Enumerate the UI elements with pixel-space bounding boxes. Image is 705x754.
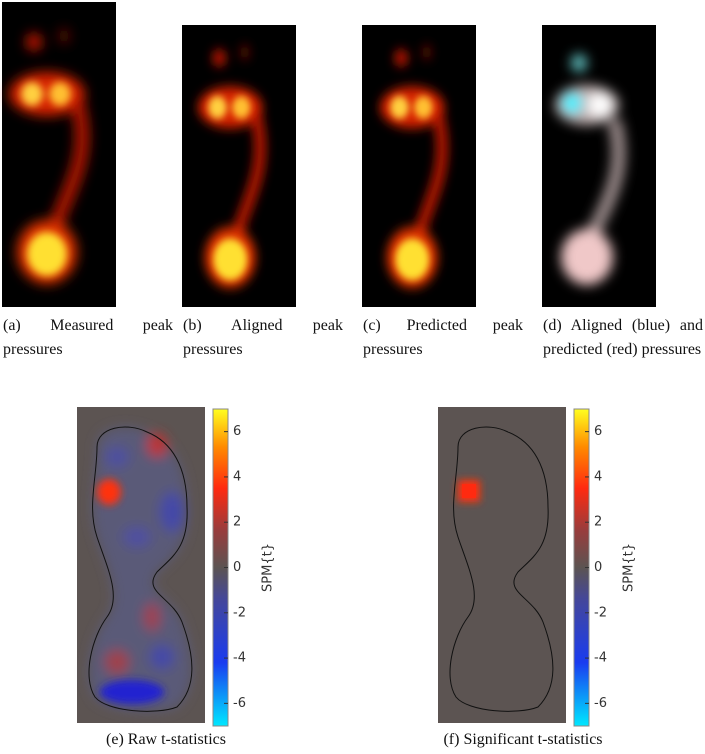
tick-label: 2 bbox=[233, 515, 241, 530]
caption: (b) Aligned peak pressures bbox=[183, 317, 343, 358]
foot-outline bbox=[88, 426, 193, 712]
tick-label: 6 bbox=[233, 424, 241, 439]
tick-label: -4 bbox=[233, 651, 246, 666]
panel-b bbox=[182, 25, 296, 307]
tick-label: -2 bbox=[594, 605, 607, 620]
panel-a bbox=[2, 2, 116, 307]
tick-label: 0 bbox=[594, 560, 602, 575]
panel-d bbox=[542, 25, 656, 307]
caption: (f) Significant t-statistics bbox=[443, 731, 603, 748]
tick-label: 4 bbox=[233, 469, 241, 484]
colorbar-label: SPM{t} bbox=[261, 543, 276, 592]
overlay bbox=[555, 54, 626, 285]
tick-label: -6 bbox=[233, 696, 246, 711]
tick-label: 2 bbox=[594, 515, 602, 530]
caption: (c) Predicted peak pressures bbox=[363, 317, 523, 358]
tick-label: -4 bbox=[594, 651, 607, 666]
tick-label: -2 bbox=[233, 605, 246, 620]
tick-label: 0 bbox=[233, 560, 241, 575]
panel-e bbox=[77, 407, 205, 723]
panel-c bbox=[362, 25, 476, 307]
tick-label: 4 bbox=[594, 469, 602, 484]
caption: (d) Aligned (blue) and predicted (red) p… bbox=[543, 317, 703, 358]
significant-region bbox=[462, 484, 476, 498]
panel-f bbox=[438, 407, 566, 723]
tick-label: -6 bbox=[594, 696, 607, 711]
tick-label: 6 bbox=[594, 424, 602, 439]
caption: (a) Measured peak pressures bbox=[3, 317, 173, 358]
colorbar-label: SPM{t} bbox=[622, 543, 637, 592]
foot-outline bbox=[449, 426, 554, 712]
image-bg bbox=[438, 407, 566, 723]
caption: (e) Raw t-statistics bbox=[106, 731, 226, 748]
